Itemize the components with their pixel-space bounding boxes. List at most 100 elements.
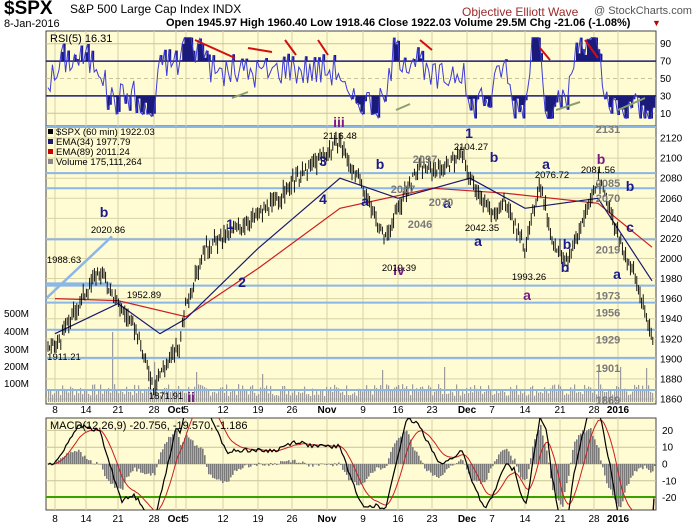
macd-hist-bar: [540, 424, 542, 464]
volume-bar: [388, 385, 390, 402]
volume-bar: [532, 385, 534, 402]
volume-bar: [140, 390, 142, 402]
price-annotation: 2020.86: [91, 225, 125, 236]
legend-swatch: [48, 159, 53, 164]
macd-hist-bar: [88, 460, 90, 464]
volume-bar: [200, 384, 202, 402]
macd-hist-bar: [180, 444, 182, 464]
macd-hist-bar: [216, 464, 218, 480]
volume-bar: [236, 394, 238, 402]
volume-bar: [178, 385, 180, 402]
macd-hist-bar: [646, 464, 648, 469]
volume-bar: [196, 372, 198, 402]
volume-bar: [186, 393, 188, 402]
volume-bar: [368, 389, 370, 402]
macd-hist-bar: [518, 464, 520, 473]
macd-hist-bar: [532, 446, 534, 464]
macd-hist-bar: [128, 464, 130, 477]
macd-hist-bar: [406, 430, 408, 464]
volume-bar: [296, 395, 298, 402]
rsi-divergence-line: [539, 47, 551, 61]
macd-date-tick-label: 28: [148, 514, 160, 525]
volume-bar: [280, 389, 282, 402]
rsi-divergence-line: [231, 91, 249, 99]
volume-bar: [590, 387, 592, 402]
macd-hist-bar: [290, 462, 292, 464]
macd-hist-bar: [94, 464, 96, 465]
volume-bar: [636, 386, 638, 402]
macd-hist-bar: [200, 447, 202, 464]
volume-bar: [102, 393, 104, 402]
volume-tick-labels: 500M 400M 300M 200M 100M: [4, 309, 29, 390]
macd-hist-bar: [610, 464, 612, 490]
volume-bar: [320, 390, 322, 402]
volume-bar: [284, 385, 286, 402]
volume-bar: [560, 386, 562, 402]
macd-hist-bar: [552, 464, 554, 491]
date-tick-label: 5: [183, 405, 189, 416]
volume-bar: [500, 391, 502, 402]
date-tick-label: 26: [286, 405, 298, 416]
macd-hist-bar: [472, 464, 474, 481]
volume-bar: [170, 392, 172, 402]
macd-hist-bar: [526, 464, 528, 479]
volume-bar: [380, 385, 382, 402]
macd-hist-bar: [232, 464, 234, 475]
macd-hist-bar: [350, 464, 352, 480]
macd-hist-bar: [64, 456, 66, 464]
volume-bar: [496, 390, 498, 402]
rsi-divergence-line: [419, 39, 433, 51]
macd-hist-bar: [104, 464, 106, 477]
macd-date-tick-label: 14: [80, 514, 92, 525]
volume-bar: [312, 388, 314, 402]
volume-bar: [192, 392, 194, 402]
volume-bar: [304, 386, 306, 402]
volume-bar: [226, 384, 228, 402]
volume-bar: [410, 395, 412, 402]
macd-hist-bar: [450, 464, 452, 466]
macd-hist-bar: [448, 464, 450, 468]
volume-bar: [640, 390, 642, 402]
macd-hist-bar: [98, 464, 100, 465]
volume-bar: [476, 388, 478, 402]
volume-bar: [620, 367, 622, 402]
macd-hist-bar: [438, 464, 440, 478]
volume-bar: [72, 388, 74, 402]
date-tick-label: Dec: [458, 405, 477, 416]
volume-bar: [318, 394, 320, 402]
volume-bar: [600, 384, 602, 402]
volume-bar: [650, 391, 652, 402]
macd-hist-bar: [460, 459, 462, 464]
rsi-line: [47, 37, 654, 120]
rsi-divergence-line: [284, 39, 297, 56]
volume-bar: [62, 385, 64, 402]
macd-hist-bar: [196, 445, 198, 464]
macd-hist-bar: [66, 453, 68, 464]
macd-hist-bar: [432, 464, 434, 476]
volume-bar: [94, 384, 96, 402]
price-tick-label: 2020: [660, 234, 683, 245]
volume-bar: [76, 390, 78, 402]
macd-hist-bar: [482, 464, 484, 483]
price-annotation: 2042.35: [465, 223, 499, 234]
level-label: 2070: [596, 193, 620, 205]
wave-label-gray: 2067: [391, 184, 415, 196]
macd-hist-bar: [342, 464, 344, 470]
macd-date-tick-label: 7: [489, 514, 495, 525]
macd-hist-bar: [564, 464, 566, 493]
volume-bar: [544, 387, 546, 402]
volume-bar: [412, 384, 414, 402]
volume-bar: [450, 389, 452, 402]
volume-tick-label: 100M: [4, 379, 29, 390]
volume-bar: [160, 395, 162, 402]
volume-bar: [488, 385, 490, 402]
volume-bar: [462, 391, 464, 402]
macd-hist-bar: [400, 436, 402, 464]
macd-hist-bar: [276, 464, 278, 466]
macd-hist-bar: [428, 464, 430, 471]
rsi-divergence-line: [584, 39, 599, 59]
volume-bar: [348, 395, 350, 402]
volume-bar: [452, 392, 454, 402]
macd-hist-bar: [162, 449, 164, 464]
volume-bar: [194, 386, 196, 402]
